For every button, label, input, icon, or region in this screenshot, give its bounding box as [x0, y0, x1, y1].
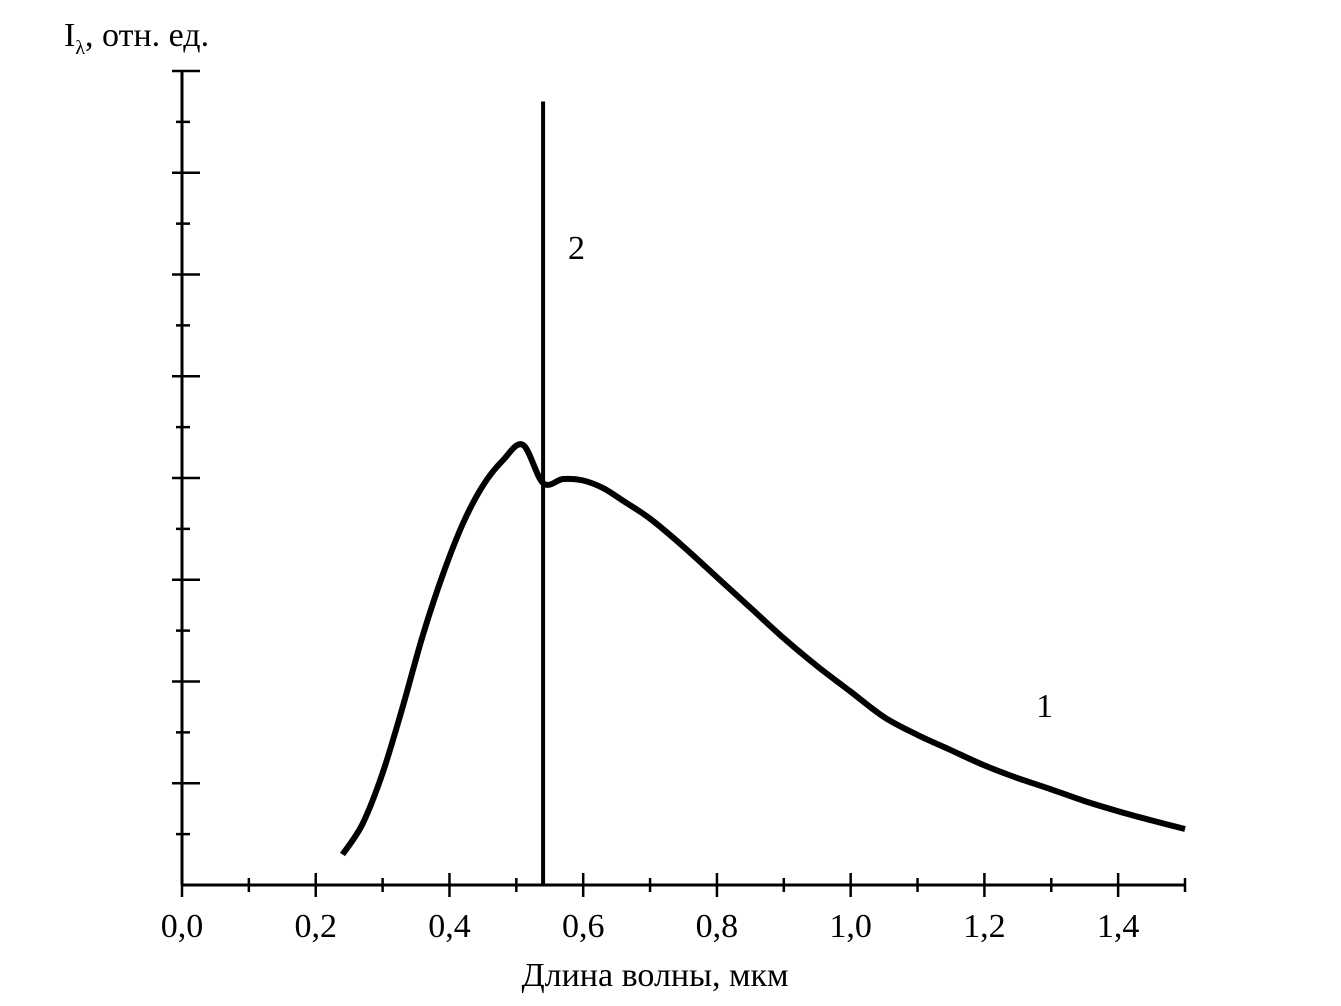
x-tick-label: 1,2 — [963, 908, 1006, 945]
x-axis-title: Длина волны, мкм — [521, 957, 788, 994]
y-ticks — [172, 69, 200, 836]
series-layer: 12 — [339, 101, 1186, 885]
x-tick-label: 0,6 — [562, 908, 605, 945]
x-tick-label: 1,4 — [1097, 908, 1140, 945]
series-1-line — [339, 441, 1186, 857]
labels: Iλ, отн. ед. Длина волны, мкм — [64, 17, 789, 994]
x-tick-label: 0,8 — [696, 908, 739, 945]
x-tick-label: 1,0 — [829, 908, 872, 945]
x-ticks: 0,0 0,2 0,4 0,6 0,8 1,0 1,2 1,4 — [161, 873, 1187, 945]
x-tick-label: 0,2 — [294, 908, 337, 945]
axes — [180, 71, 1185, 887]
y-axis-title: Iλ, отн. ед. — [64, 17, 209, 59]
x-tick-label: 0,0 — [161, 908, 204, 945]
x-tick-label: 0,4 — [428, 908, 471, 945]
series-2-label: 2 — [568, 230, 585, 267]
series-1-label: 1 — [1036, 688, 1053, 725]
